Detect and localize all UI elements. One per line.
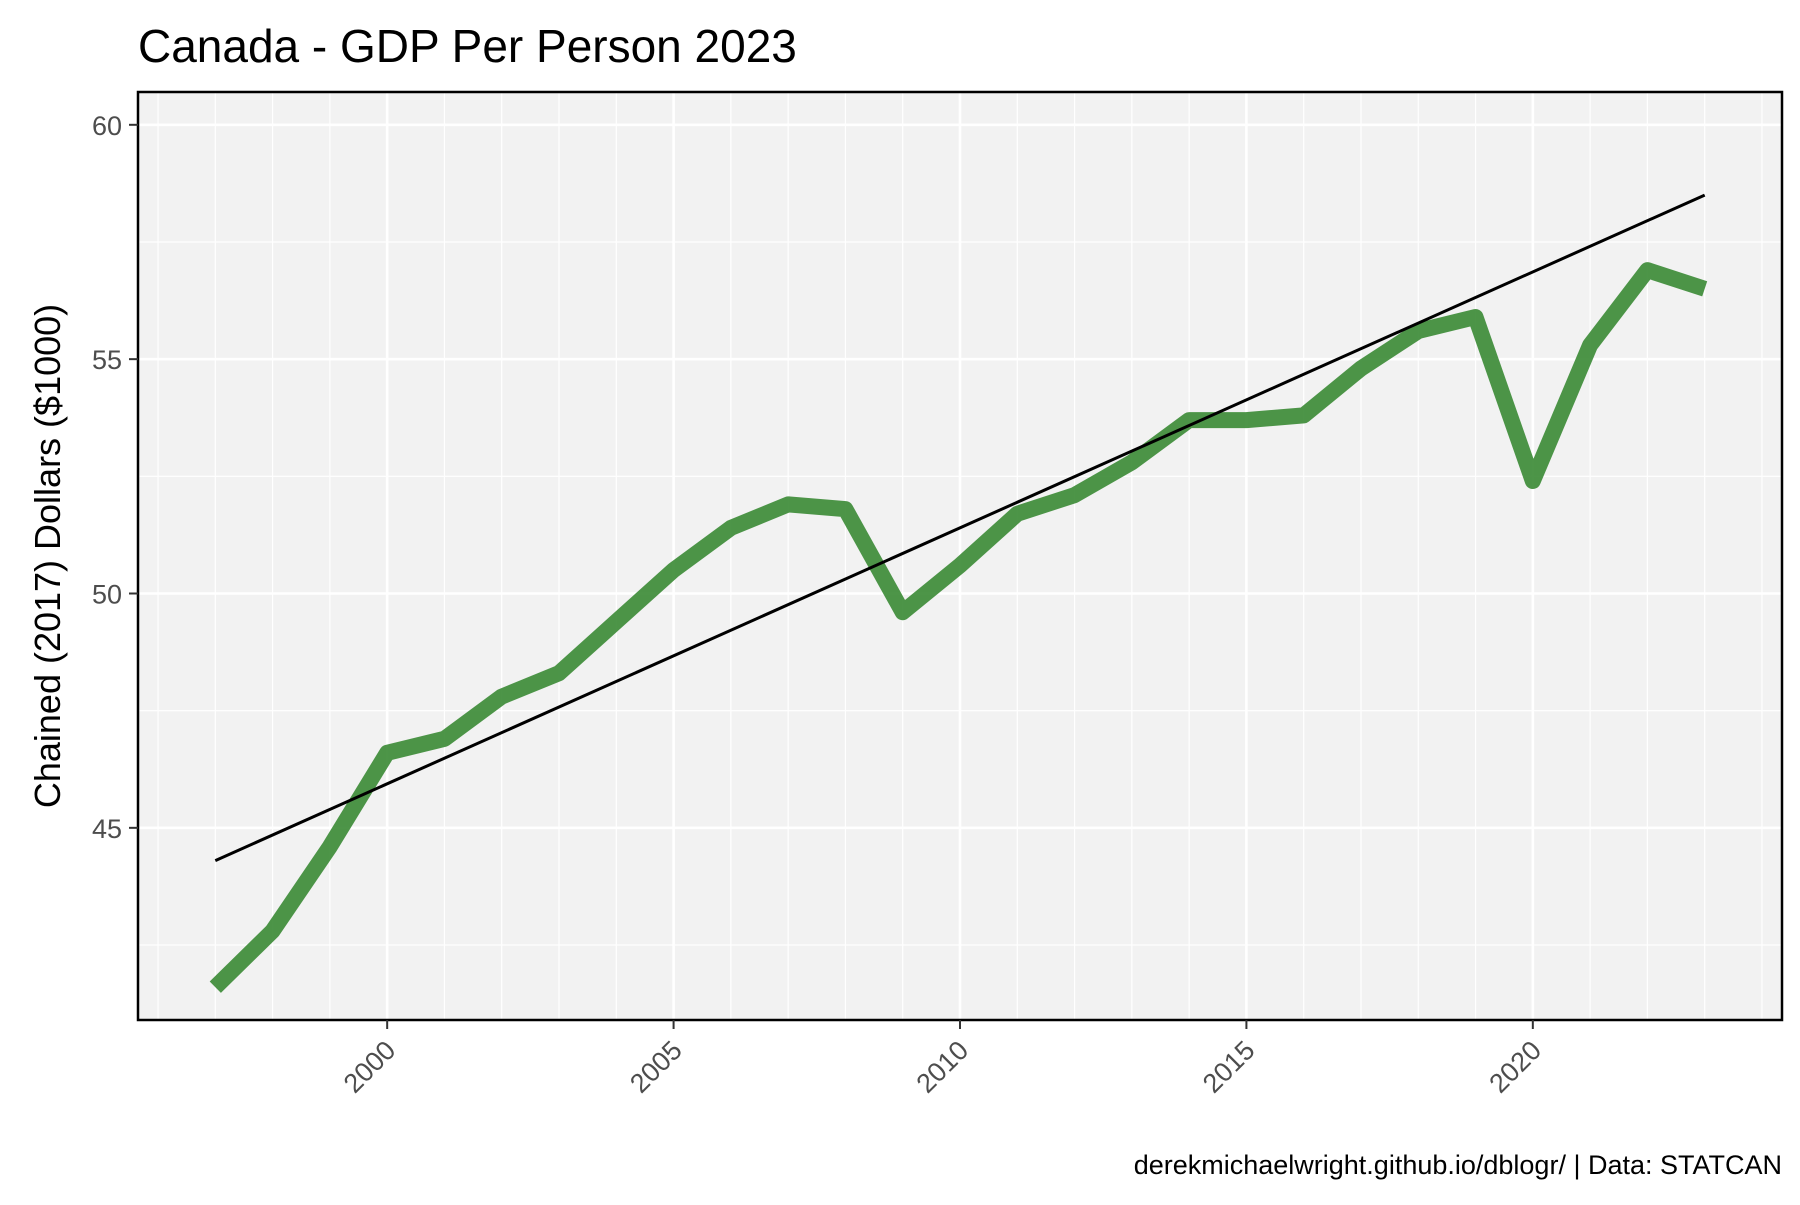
series-layer xyxy=(209,193,1708,993)
trend-line xyxy=(214,193,1706,862)
x-tick-label: 2005 xyxy=(624,1035,688,1099)
gdp-per-person-line xyxy=(209,262,1708,993)
y-tick-label: 50 xyxy=(92,579,122,609)
x-tick-label: 2000 xyxy=(338,1035,402,1099)
x-tick-label: 2020 xyxy=(1483,1035,1547,1099)
y-tick-label: 60 xyxy=(92,111,122,141)
chart-title: Canada - GDP Per Person 2023 xyxy=(138,20,797,72)
y-axis-label: Chained (2017) Dollars ($1000) xyxy=(27,304,68,808)
x-tick-label: 2010 xyxy=(911,1035,975,1099)
y-tick-label: 45 xyxy=(92,814,122,844)
grid-lines xyxy=(138,92,1782,1020)
y-tick-label: 55 xyxy=(92,345,122,375)
x-tick-label: 2015 xyxy=(1197,1035,1261,1099)
caption: derekmichaelwright.github.io/dblogr/ | D… xyxy=(1134,1150,1782,1180)
